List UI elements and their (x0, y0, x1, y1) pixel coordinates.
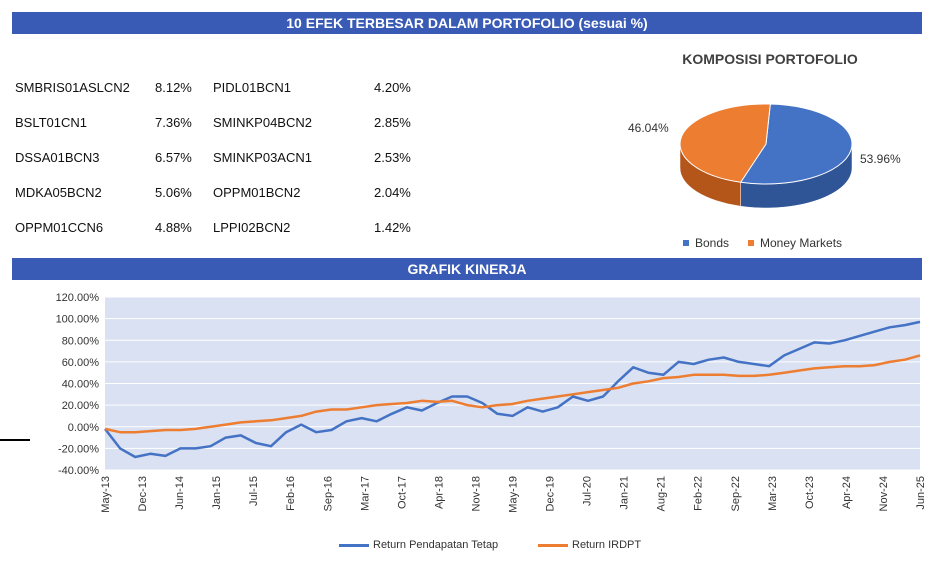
y-tick-label: -40.00% (58, 465, 99, 477)
holding-name: MDKA05BCN2 (15, 185, 102, 200)
holding-name: DSSA01BCN3 (15, 150, 100, 165)
y-tick-label: 120.00% (56, 292, 100, 304)
x-tick-label: Sep-22 (730, 476, 742, 511)
holding-percent: 1.42% (374, 220, 411, 235)
holding-percent: 4.20% (374, 80, 411, 95)
irdpt-swatch (538, 543, 568, 547)
x-tick-label: Oct-17 (396, 476, 408, 509)
pendapatan-swatch (339, 543, 369, 547)
holding-name: BSLT01CN1 (15, 115, 88, 130)
x-tick-label: Jul-20 (582, 476, 594, 506)
pie-legend-bonds: Bonds (683, 236, 729, 250)
x-tick-label: Dec-19 (545, 476, 557, 511)
series-irdpt-line (104, 354, 921, 434)
holding-percent: 2.04% (374, 185, 411, 200)
bonds-legend-label: Bonds (695, 236, 730, 250)
pie-label-money: 46.04% (628, 121, 669, 135)
x-tick-label: Jan-21 (619, 476, 631, 510)
line-legend-irdpt: Return IRDPT (538, 539, 641, 551)
performance-header: GRAFIK KINERJA (12, 258, 922, 280)
holding-name: SMINKP03ACN1 (213, 150, 312, 165)
holding-name: SMBRIS01ASLCN2 (15, 80, 130, 95)
bonds-swatch (683, 240, 689, 246)
holding-percent: 2.53% (374, 150, 411, 165)
x-tick-label: May-19 (508, 476, 520, 513)
x-tick-label: Feb-22 (693, 476, 705, 511)
x-tick-label: Dec-13 (137, 476, 149, 511)
top-holdings-header: 10 EFEK TERBESAR DALAM PORTOFOLIO (sesua… (12, 12, 922, 34)
x-tick-label: Aug-21 (656, 476, 668, 511)
y-tick-label: 80.00% (62, 335, 100, 347)
holding-name: OPPM01CCN6 (15, 220, 104, 235)
y-tick-label: 100.00% (56, 314, 100, 326)
holding-name: SMINKP04BCN2 (213, 115, 312, 130)
x-tick-label: Mar-17 (359, 476, 371, 511)
holding-name: PIDL01BCN1 (213, 80, 292, 95)
x-tick-label: Jan-15 (211, 476, 223, 510)
pie-chart (679, 103, 853, 209)
pie-slice-money (679, 103, 771, 183)
y-tick-label: 40.00% (62, 379, 100, 391)
y-tick-label: 0.00% (68, 422, 99, 434)
holding-percent: 6.57% (155, 150, 192, 165)
holding-name: OPPM01BCN2 (213, 185, 301, 200)
x-tick-label: Jul-15 (248, 476, 260, 506)
y-tick-label: -20.00% (58, 443, 99, 455)
money-swatch (748, 240, 754, 246)
series-pendapatan-tetap-line (104, 320, 921, 459)
x-tick-label: Apr-18 (433, 476, 445, 509)
pie-label-bonds: 53.96% (860, 152, 901, 166)
x-tick-label: Apr-24 (841, 476, 853, 509)
x-tick-label: Nov-24 (878, 476, 890, 511)
holding-name: LPPI02BCN2 (213, 220, 291, 235)
x-tick-label: Feb-16 (285, 476, 297, 511)
holding-percent: 7.36% (155, 115, 192, 130)
x-tick-label: Oct-23 (804, 476, 816, 509)
holding-percent: 2.85% (374, 115, 411, 130)
pendapatan-legend-label: Return Pendapatan Tetap (373, 539, 499, 551)
x-tick-label: Mar-23 (767, 476, 779, 511)
side-dash (0, 439, 30, 441)
holding-percent: 5.06% (155, 185, 192, 200)
line-legend-pendapatan: Return Pendapatan Tetap (339, 539, 498, 551)
money-legend-label: Money Markets (760, 236, 843, 250)
x-tick-label: Jun-14 (174, 476, 186, 510)
x-tick-label: Nov-18 (470, 476, 482, 511)
performance-line-chart: 120.00% 100.00% 80.00% 60.00% 40.00% 20.00% 0.… (56, 292, 927, 513)
holding-percent: 8.12% (155, 80, 192, 95)
irdpt-legend-label: Return IRDPT (572, 539, 642, 551)
y-tick-label: 20.00% (62, 400, 100, 412)
pie-legend-money: Money Markets (748, 236, 842, 250)
pie-title: KOMPOSISI PORTOFOLIO (682, 51, 858, 67)
y-tick-label: 60.00% (62, 357, 100, 369)
holding-percent: 4.88% (155, 220, 192, 235)
x-tick-label: Jun-25 (915, 476, 927, 510)
x-tick-label: Sep-16 (322, 476, 334, 511)
x-tick-label: May-13 (100, 476, 112, 513)
